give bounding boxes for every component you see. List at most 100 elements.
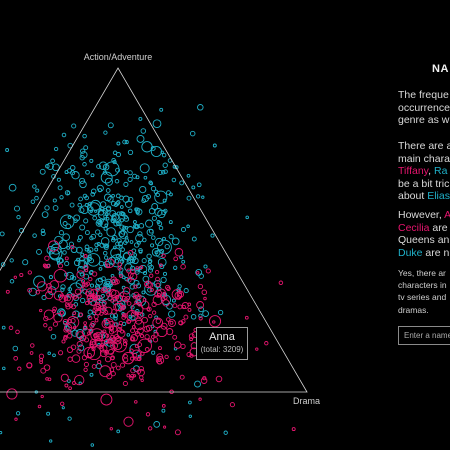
name-dot[interactable] [291, 427, 296, 432]
name-dot[interactable] [78, 259, 87, 269]
name-dot[interactable] [113, 302, 122, 312]
name-dot[interactable] [104, 339, 110, 345]
name-dot[interactable] [196, 271, 200, 275]
name-dot[interactable] [129, 336, 136, 342]
name-dot[interactable] [61, 339, 66, 344]
name-dot[interactable] [92, 215, 98, 221]
name-dot[interactable] [161, 152, 167, 158]
name-dot[interactable] [109, 427, 113, 431]
name-dot[interactable] [88, 247, 94, 253]
name-dot[interactable] [62, 233, 70, 242]
name-dot[interactable] [35, 188, 40, 193]
name-dot[interactable] [98, 232, 103, 237]
name-dot[interactable] [132, 352, 138, 358]
name-dot[interactable] [144, 334, 150, 340]
name-dot[interactable] [186, 224, 190, 229]
name-dot[interactable] [84, 268, 89, 273]
name-dot[interactable] [80, 151, 88, 159]
name-dot[interactable] [141, 258, 147, 264]
name-dot[interactable] [142, 271, 148, 276]
name-dot[interactable] [92, 295, 98, 301]
name-dot[interactable] [166, 286, 171, 292]
name-dot[interactable] [85, 169, 90, 175]
name-dot[interactable] [68, 303, 74, 309]
name-dot[interactable] [144, 347, 150, 352]
name-dot[interactable] [52, 321, 58, 327]
name-dot[interactable] [79, 224, 86, 231]
name-dot[interactable] [119, 224, 125, 230]
name-dot[interactable] [120, 211, 125, 216]
name-dot[interactable] [122, 380, 128, 387]
name-dot[interactable] [8, 183, 17, 192]
name-dot[interactable] [166, 190, 171, 196]
name-dot[interactable] [135, 331, 139, 335]
name-dot[interactable] [63, 335, 68, 341]
name-dot[interactable] [79, 272, 85, 277]
name-dot[interactable] [63, 323, 73, 332]
name-dot[interactable] [60, 284, 66, 290]
name-dot[interactable] [112, 337, 127, 353]
name-dot[interactable] [171, 237, 180, 246]
name-dot[interactable] [87, 309, 93, 315]
name-dot[interactable] [154, 315, 159, 320]
name-dot[interactable] [124, 140, 129, 145]
name-dot[interactable] [87, 256, 93, 261]
name-dot[interactable] [155, 276, 160, 282]
name-dot[interactable] [52, 205, 59, 211]
name-dot[interactable] [61, 406, 65, 410]
name-dot[interactable] [107, 348, 115, 356]
name-dot[interactable] [155, 318, 161, 324]
name-dot[interactable] [116, 220, 122, 226]
name-dot[interactable] [70, 293, 76, 298]
name-dot[interactable] [139, 265, 144, 270]
name-link-a[interactable]: A [444, 209, 450, 221]
name-dot[interactable] [8, 325, 14, 331]
name-dot[interactable] [43, 309, 55, 320]
name-dot[interactable] [190, 314, 197, 320]
name-dot[interactable] [123, 287, 131, 295]
name-dot[interactable] [152, 317, 164, 329]
name-dot[interactable] [105, 188, 111, 193]
name-dot[interactable] [104, 161, 120, 177]
name-dot[interactable] [123, 297, 129, 303]
name-dot[interactable] [71, 171, 80, 180]
name-dot[interactable] [83, 218, 89, 224]
name-dot[interactable] [133, 284, 138, 289]
name-dot[interactable] [126, 301, 132, 306]
name-dot[interactable] [90, 293, 95, 298]
name-dot[interactable] [60, 287, 65, 292]
name-dot[interactable] [131, 257, 139, 265]
name-dot[interactable] [107, 295, 113, 301]
name-dot[interactable] [153, 331, 159, 337]
name-dot[interactable] [94, 338, 103, 347]
name-dot[interactable] [52, 163, 60, 172]
name-dot[interactable] [103, 284, 112, 293]
name-dot[interactable] [150, 324, 155, 329]
name-dot[interactable] [157, 169, 163, 176]
name-dot[interactable] [40, 394, 44, 399]
name-dot[interactable] [79, 334, 87, 342]
name-dot[interactable] [65, 295, 71, 302]
name-dot[interactable] [141, 141, 153, 153]
name-dot[interactable] [171, 177, 177, 183]
name-dot[interactable] [117, 241, 124, 247]
name-dot[interactable] [33, 275, 46, 288]
name-dot[interactable] [59, 195, 64, 200]
name-dot[interactable] [196, 182, 202, 188]
name-dot[interactable] [116, 141, 121, 146]
name-dot[interactable] [158, 346, 162, 351]
name-dot[interactable] [63, 334, 68, 339]
name-dot[interactable] [150, 185, 157, 192]
name-dot[interactable] [73, 214, 81, 222]
name-dot[interactable] [48, 326, 53, 331]
name-dot[interactable] [91, 347, 96, 352]
name-dot[interactable] [177, 304, 183, 310]
name-dot[interactable] [103, 214, 108, 219]
name-dot[interactable] [88, 276, 93, 282]
name-dot[interactable] [98, 260, 105, 267]
name-dot[interactable] [183, 288, 189, 294]
name-dot[interactable] [106, 227, 116, 237]
name-dot[interactable] [36, 281, 48, 292]
name-dot[interactable] [129, 348, 134, 354]
name-dot[interactable] [44, 255, 50, 261]
